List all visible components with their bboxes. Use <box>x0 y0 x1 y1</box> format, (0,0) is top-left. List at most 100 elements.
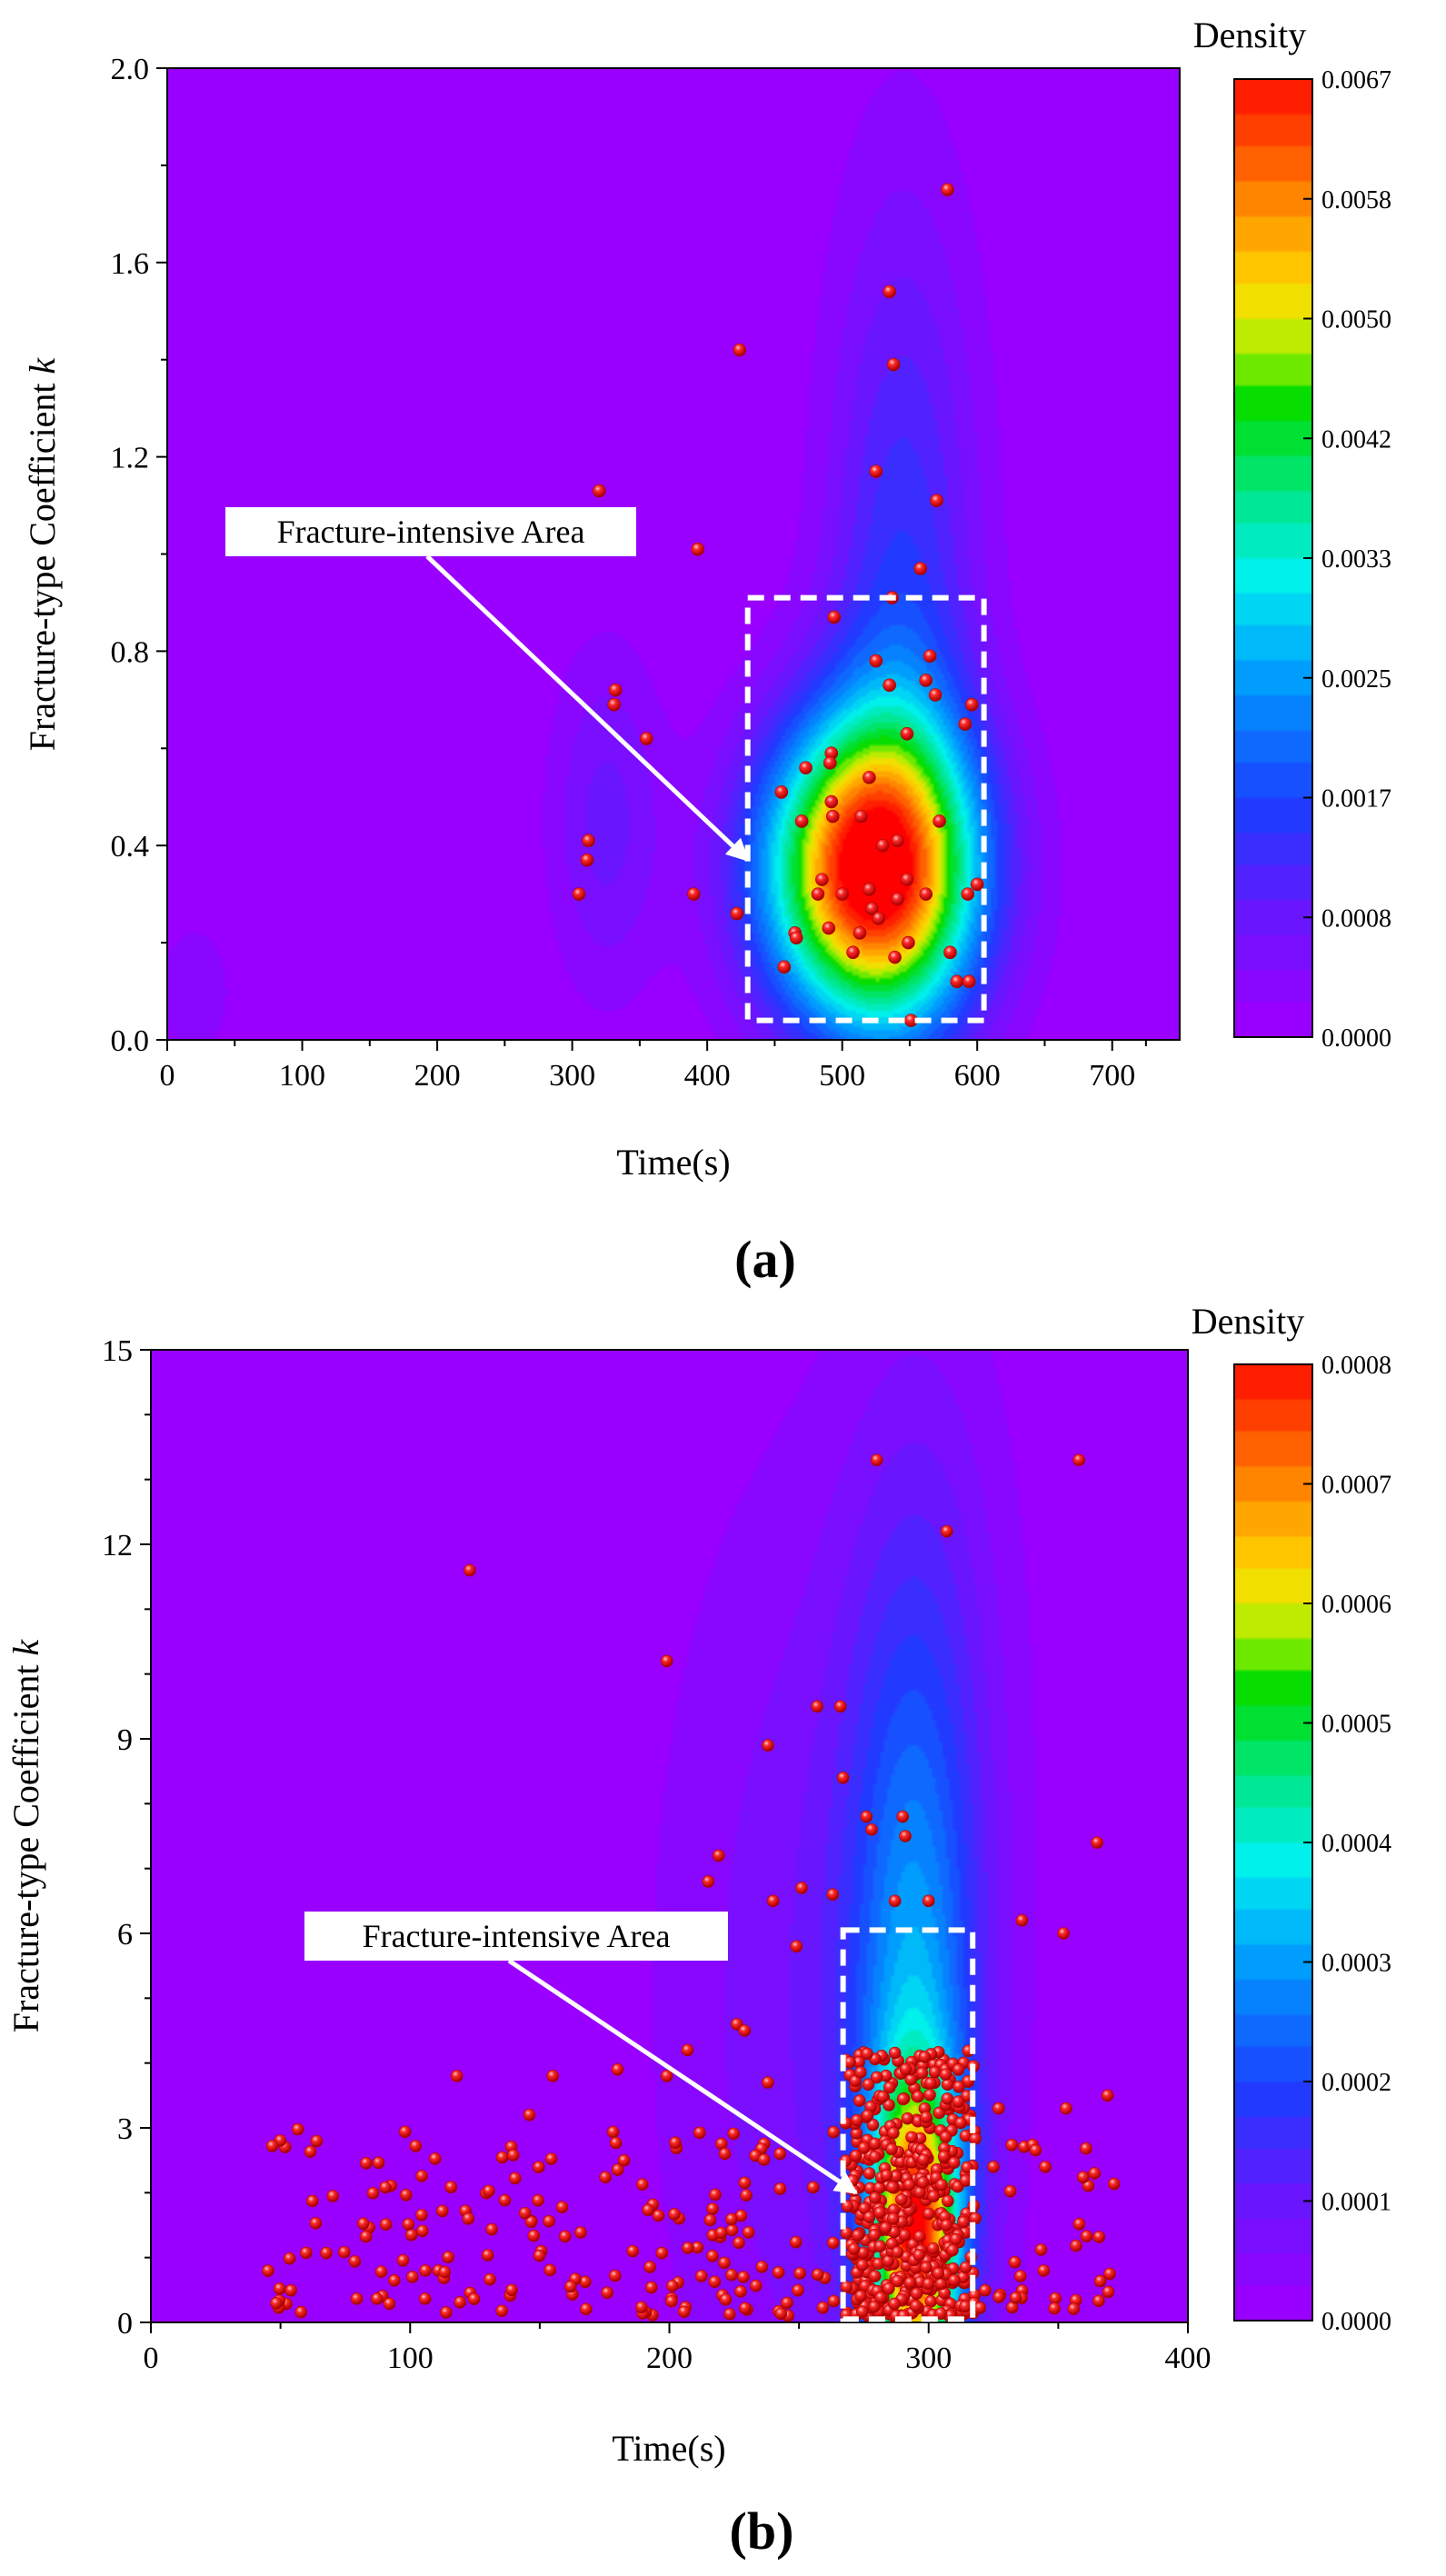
scatter-point-a <box>900 873 914 886</box>
scatter-point-b <box>727 2127 741 2141</box>
scatter-point-b <box>1009 2291 1022 2304</box>
colorbar-tick-label: 0.0058 <box>1321 186 1391 215</box>
scatter-point-b <box>923 2088 936 2102</box>
scatter-point-b <box>283 2252 296 2265</box>
scatter-point-b <box>899 1830 912 1842</box>
scatter-point-b <box>924 2077 937 2090</box>
scatter-point-b <box>611 2163 624 2176</box>
scatter-point-b <box>922 2207 935 2221</box>
scatter-point-a <box>941 183 954 196</box>
annotation-label-bg-a <box>225 507 636 556</box>
scatter-point-b <box>725 2212 738 2226</box>
scatter-point-a <box>777 960 792 974</box>
scatter-point-b <box>304 2145 317 2159</box>
scatter-point-b <box>781 2296 793 2310</box>
scatter-point-b <box>508 2172 522 2185</box>
scatter-point-a <box>883 678 896 693</box>
y-tick-label: 1.2 <box>111 442 150 475</box>
scatter-point-b <box>910 2300 922 2312</box>
scatter-point-a <box>928 688 942 702</box>
scatter-point-a <box>913 562 928 575</box>
scatter-point-a <box>686 887 701 901</box>
scatter-point-b <box>262 2264 274 2277</box>
scatter-point-b <box>506 2149 520 2162</box>
scatter-point-b <box>952 2080 965 2093</box>
x-tick-label: 200 <box>646 2341 693 2375</box>
scatter-point-b <box>811 2268 824 2281</box>
density-map-a <box>167 68 1180 1040</box>
scatter-point-b <box>523 2108 536 2122</box>
scatter-point-b <box>1088 2167 1102 2180</box>
colorbar-ticks-a: 0.0067 0.0058 0.0050 0.0042 0.0033 0.0025 0.00… <box>1303 66 1391 1053</box>
scatter-point-b <box>920 2111 932 2124</box>
x-tick-label: 0 <box>160 1059 175 1093</box>
scatter-point-b <box>712 1849 725 1862</box>
scatter-point-b <box>1014 2270 1027 2282</box>
scatter-point-b <box>655 2246 669 2260</box>
scatter-point-a <box>869 464 883 478</box>
colorbar-title-b: Density <box>1192 1301 1304 1342</box>
annotation-label-a: Fracture-intensive Area <box>277 514 585 550</box>
scatter-point-a <box>823 756 837 770</box>
axis-ticks-b: 0 100 200 300 400 0 3 6 9 12 15 <box>102 1334 1212 2375</box>
scatter-point-b <box>558 2230 572 2243</box>
scatter-point-b <box>847 2242 861 2255</box>
scatter-point-a <box>794 814 809 828</box>
fracture-area-annotation-b: Fracture-intensive Area <box>304 1912 976 2322</box>
x-tick-label: 100 <box>387 2341 434 2375</box>
scatter-point-b <box>1102 2285 1115 2299</box>
scatter-point-a <box>961 887 975 901</box>
scatter-point-b <box>927 2190 940 2203</box>
scatter-point-b <box>903 2276 917 2290</box>
scatter-point-b <box>870 2071 883 2084</box>
scatter-point-b <box>934 2307 948 2321</box>
scatter-point-b <box>992 2291 1005 2303</box>
scatter-point-a <box>964 697 979 712</box>
colorbar-gradient-a <box>1234 79 1312 1037</box>
colorbar-ticks-b: 0.0008 0.0007 0.0006 0.0005 0.0004 0.0003 0.00… <box>1303 1352 1391 2336</box>
scatter-point-b <box>379 2181 392 2194</box>
scatter-point-a <box>883 285 896 299</box>
scatter-point-a <box>582 834 595 848</box>
scatter-point-b <box>309 2217 323 2230</box>
scatter-point-b <box>992 2102 1005 2115</box>
scatter-point-b <box>1005 2139 1019 2152</box>
scatter-point-b <box>762 1739 774 1752</box>
scatter-point-b <box>444 2181 457 2193</box>
scatter-point-b <box>790 1940 803 1953</box>
scatter-point-b <box>979 2283 992 2297</box>
scatter-point-b <box>734 2285 747 2298</box>
scatter-point-b <box>495 2151 509 2164</box>
scatter-point-b <box>762 2076 774 2089</box>
scatter-point-b <box>915 2066 929 2080</box>
y-tick-label: 0.0 <box>111 1024 150 1058</box>
scatter-point-b <box>862 2078 875 2092</box>
scatter-point-b <box>1092 2294 1105 2308</box>
colorbar-tick-label: 0.0004 <box>1321 1830 1391 1858</box>
scatter-point-b <box>415 2170 428 2182</box>
scatter-point-b <box>359 2230 373 2243</box>
scatter-point-a <box>919 674 933 687</box>
scatter-point-b <box>865 1823 878 1836</box>
scatter-point-b <box>1093 2274 1107 2288</box>
axis-ticks-a: 0 100 200 300 400 500 600 700 0.0 0.4 0.8 1.2 1.6 2.0 <box>111 53 1147 1093</box>
y-axis-label-symbol-a: k <box>22 357 63 374</box>
x-tick-label: 300 <box>549 1059 595 1093</box>
scatter-point-b <box>1015 1913 1029 1927</box>
scatter-point-b <box>574 2226 587 2239</box>
scatter-point-a <box>822 921 836 935</box>
scatter-point-b <box>1107 2177 1121 2191</box>
scatter-point-b <box>379 2218 393 2232</box>
scatter-point-b <box>415 2208 428 2222</box>
scatter-point-b <box>611 2063 624 2076</box>
scatter-point-a <box>854 809 868 824</box>
scatter-point-b <box>860 1810 873 1823</box>
scatter-point-b <box>518 2206 532 2220</box>
y-tick-label: 0.4 <box>111 830 150 864</box>
scatter-point-b <box>291 2122 304 2136</box>
scatter-point-b <box>792 2283 804 2297</box>
scatter-point-b <box>544 2152 558 2165</box>
scatter-point-a <box>886 357 901 372</box>
scatter-point-b <box>718 2256 731 2270</box>
scatter-point-b <box>905 2131 918 2144</box>
